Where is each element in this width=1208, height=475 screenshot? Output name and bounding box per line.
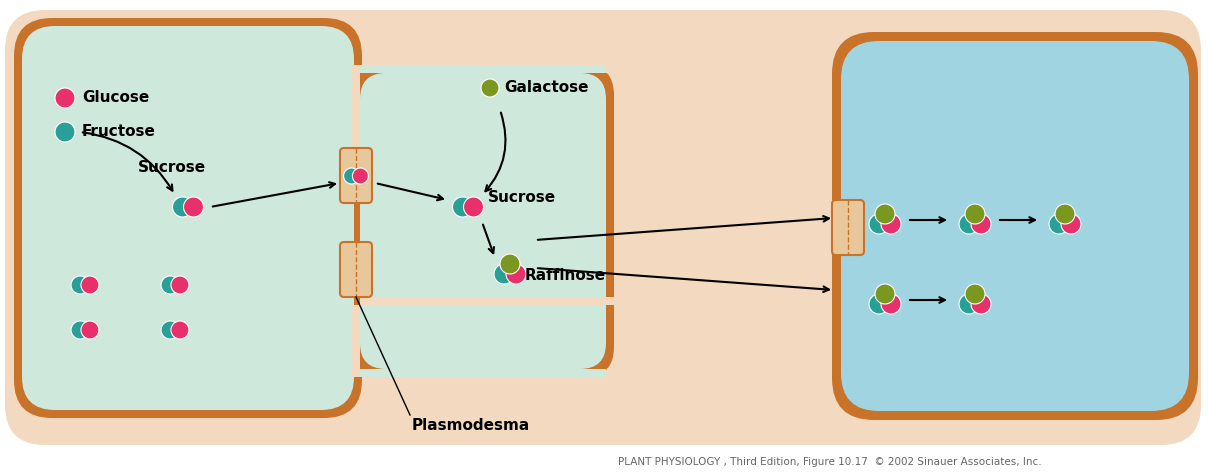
Circle shape — [959, 214, 978, 234]
Polygon shape — [352, 297, 614, 377]
Circle shape — [81, 321, 99, 339]
Polygon shape — [352, 65, 614, 148]
Circle shape — [71, 321, 89, 339]
Text: Fructose: Fructose — [82, 124, 156, 140]
Circle shape — [959, 294, 978, 314]
Circle shape — [1055, 204, 1075, 224]
Circle shape — [353, 168, 368, 184]
Circle shape — [172, 321, 188, 339]
Circle shape — [1061, 214, 1081, 234]
Circle shape — [184, 197, 203, 217]
FancyBboxPatch shape — [360, 73, 606, 369]
Circle shape — [965, 284, 985, 304]
Circle shape — [869, 214, 889, 234]
Circle shape — [875, 284, 895, 304]
FancyBboxPatch shape — [339, 242, 372, 297]
Text: Glucose: Glucose — [82, 91, 150, 105]
Circle shape — [971, 294, 991, 314]
Circle shape — [56, 122, 75, 142]
FancyBboxPatch shape — [14, 18, 362, 418]
Circle shape — [464, 197, 483, 217]
Circle shape — [506, 264, 525, 284]
Circle shape — [481, 79, 499, 97]
FancyBboxPatch shape — [5, 10, 1201, 445]
Circle shape — [971, 214, 991, 234]
FancyBboxPatch shape — [339, 148, 372, 203]
Circle shape — [56, 88, 75, 108]
Text: Plasmodesma: Plasmodesma — [412, 418, 530, 433]
Circle shape — [965, 204, 985, 224]
Circle shape — [161, 321, 179, 339]
Circle shape — [81, 276, 99, 294]
Text: Sucrose: Sucrose — [138, 161, 207, 175]
Circle shape — [71, 276, 89, 294]
Text: Galactose: Galactose — [504, 80, 588, 95]
Circle shape — [869, 294, 889, 314]
Bar — [360, 369, 606, 377]
Circle shape — [494, 264, 513, 284]
FancyBboxPatch shape — [841, 41, 1189, 411]
FancyBboxPatch shape — [22, 26, 354, 410]
Circle shape — [881, 214, 901, 234]
Text: PLANT PHYSIOLOGY , Third Edition, Figure 10.17  © 2002 Sinauer Associates, Inc.: PLANT PHYSIOLOGY , Third Edition, Figure… — [618, 457, 1041, 467]
Circle shape — [881, 294, 901, 314]
Text: Sucrose: Sucrose — [488, 190, 556, 206]
Text: Raffinose: Raffinose — [525, 267, 606, 283]
Bar — [360, 65, 606, 73]
FancyBboxPatch shape — [832, 32, 1198, 420]
Circle shape — [500, 254, 519, 274]
Circle shape — [161, 276, 179, 294]
Circle shape — [875, 204, 895, 224]
Circle shape — [173, 197, 192, 217]
FancyBboxPatch shape — [832, 200, 864, 255]
Circle shape — [343, 168, 360, 184]
Circle shape — [453, 197, 472, 217]
Circle shape — [172, 276, 188, 294]
Circle shape — [1049, 214, 1069, 234]
FancyBboxPatch shape — [352, 65, 614, 377]
